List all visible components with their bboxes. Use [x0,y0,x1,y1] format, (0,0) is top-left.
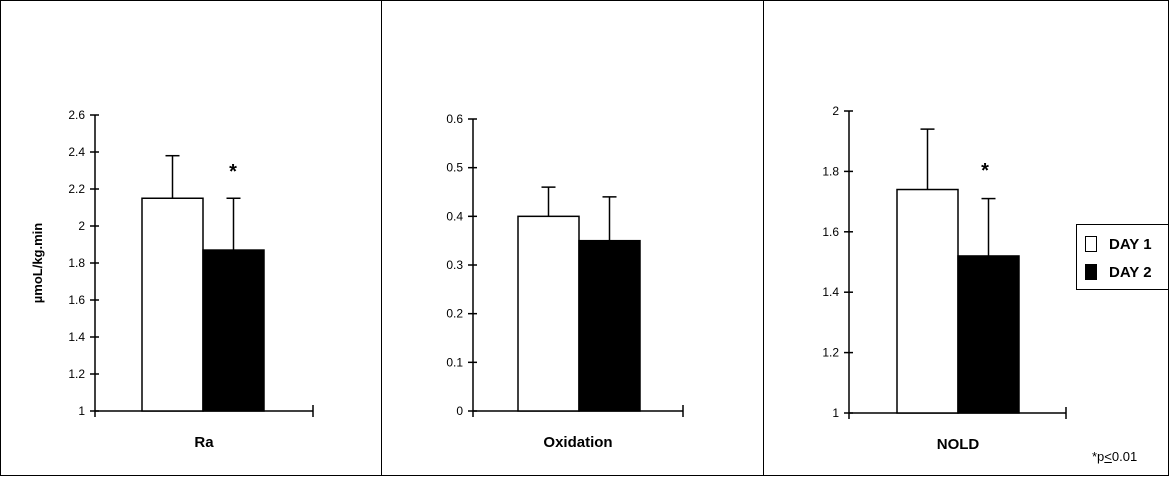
y-tick-label: 2 [832,104,839,118]
y-tick-label: 1 [78,404,85,418]
y-tick-label: 0 [456,404,463,418]
y-tick-label: 1.8 [822,164,839,178]
bar-day2 [578,239,641,412]
bar-day2 [957,255,1020,414]
y-tick-label: 1.4 [68,330,85,344]
chart-nold: 1 1.2 1.4 1.6 1.8 2 NOLD * [822,104,1067,453]
chart-ra: 1 1.2 1.4 1.6 1.8 2 2.2 2.4 2.6 Ra * µmoL/kg.min [30,108,314,451]
y-tick-label: 1.2 [822,346,839,360]
legend: DAY 1 DAY 2 [1076,224,1169,290]
legend-swatch-day1 [1085,236,1097,252]
significance-footnote: *p<0.01 [1092,449,1137,464]
y-tick-label: 0.4 [446,209,463,223]
category-label: Oxidation [543,434,612,451]
y-tick-label: 2.4 [68,145,85,159]
legend-label-day2: DAY 2 [1109,263,1152,281]
y-tick-label: 1.6 [822,225,839,239]
footnote-le-symbol: < [1104,449,1112,464]
significance-star: * [981,160,989,182]
y-tick-label: 1.8 [68,256,85,270]
y-tick-label: 0.2 [446,307,463,321]
y-tick-label: 2.2 [68,182,85,196]
legend-item-day2: DAY 2 [1085,261,1152,283]
legend-item-day1: DAY 1 [1085,233,1152,255]
bar-day1 [517,215,580,412]
y-tick-label: 0.3 [446,258,463,272]
chart-panel-oxidation: 0 0.1 0.2 0.3 0.4 0.5 0.6 Oxidation [381,0,764,476]
y-tick-label: 2.6 [68,108,85,122]
y-tick-label: 0.5 [446,161,463,175]
category-label: NOLD [937,436,980,453]
chart-panel-ra: 1 1.2 1.4 1.6 1.8 2 2.2 2.4 2.6 Ra * µmoL/kg.min [0,0,382,476]
y-tick-label: 2 [78,219,85,233]
bar-day1 [141,197,204,412]
footnote-value: 0.01 [1111,449,1138,464]
bar-day2 [202,249,265,412]
legend-swatch-day2 [1085,264,1097,280]
significance-star: * [229,161,237,183]
y-tick-label: 1.2 [68,367,85,381]
category-label: Ra [194,434,214,451]
y-tick-label: 1.4 [822,285,839,299]
y-tick-label: 0.6 [446,112,463,126]
y-tick-label: 0.1 [446,355,463,369]
bar-day1 [896,188,959,414]
y-axis-label: µmoL/kg.min [30,223,45,303]
y-tick-label: 1 [832,406,839,420]
legend-label-day1: DAY 1 [1109,235,1152,253]
y-tick-label: 1.6 [68,293,85,307]
footnote-star: *p [1092,449,1105,464]
chart-oxidation: 0 0.1 0.2 0.3 0.4 0.5 0.6 Oxidation [446,112,684,451]
